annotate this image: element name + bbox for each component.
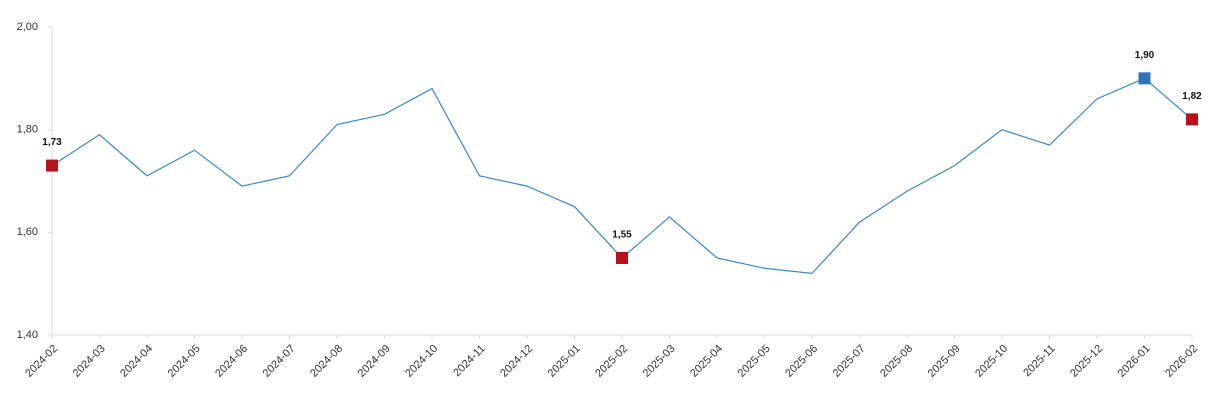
x-tick-label: 2025-06 bbox=[783, 343, 820, 380]
x-tick-label: 2024-12 bbox=[498, 343, 535, 380]
data-label: 1,73 bbox=[42, 137, 62, 148]
marker bbox=[1138, 72, 1151, 85]
x-tick-label: 2025-07 bbox=[831, 343, 868, 380]
x-tick-label: 2024-05 bbox=[166, 343, 203, 380]
x-tick-label: 2025-03 bbox=[641, 343, 678, 380]
data-label: 1,82 bbox=[1182, 91, 1202, 102]
x-tick-label: 2024-06 bbox=[213, 343, 250, 380]
x-tick-label: 2025-05 bbox=[736, 343, 773, 380]
x-tick-label: 2025-01 bbox=[546, 343, 583, 380]
x-tick-label: 2024-08 bbox=[308, 343, 345, 380]
x-tick-label: 2024-07 bbox=[261, 343, 298, 380]
x-tick-label: 2024-09 bbox=[356, 343, 393, 380]
y-tick-label: 2,00 bbox=[17, 21, 38, 33]
x-tick-label: 2024-11 bbox=[451, 343, 487, 379]
x-tick-label: 2024-10 bbox=[403, 343, 440, 380]
marker bbox=[616, 252, 628, 264]
y-tick-label: 1,40 bbox=[17, 329, 38, 341]
marker bbox=[1186, 113, 1198, 126]
x-tick-label: 2025-11 bbox=[1021, 343, 1057, 379]
data-label: 1,90 bbox=[1135, 50, 1155, 61]
marker bbox=[46, 159, 58, 172]
x-tick-label: 2025-10 bbox=[973, 343, 1010, 380]
x-tick-label: 2024-04 bbox=[118, 343, 155, 380]
data-label: 1,55 bbox=[612, 230, 632, 241]
x-tick-label: 2025-04 bbox=[688, 343, 725, 380]
x-tick-label: 2025-08 bbox=[878, 343, 915, 380]
x-tick-label: 2025-02 bbox=[593, 343, 630, 380]
data-line bbox=[51, 77, 1193, 275]
x-tick-label: 2025-12 bbox=[1068, 343, 1105, 380]
x-tick-label: 2024-02 bbox=[23, 343, 60, 380]
x-tick-label: 2025-09 bbox=[926, 343, 963, 380]
x-tick-label: 2026-01 bbox=[1116, 343, 1153, 380]
y-tick-label: 1,60 bbox=[17, 226, 38, 238]
y-tick-label: 1,80 bbox=[17, 124, 38, 136]
x-tick-label: 2026-02 bbox=[1163, 343, 1200, 380]
x-tick-label: 2024-03 bbox=[71, 343, 108, 380]
